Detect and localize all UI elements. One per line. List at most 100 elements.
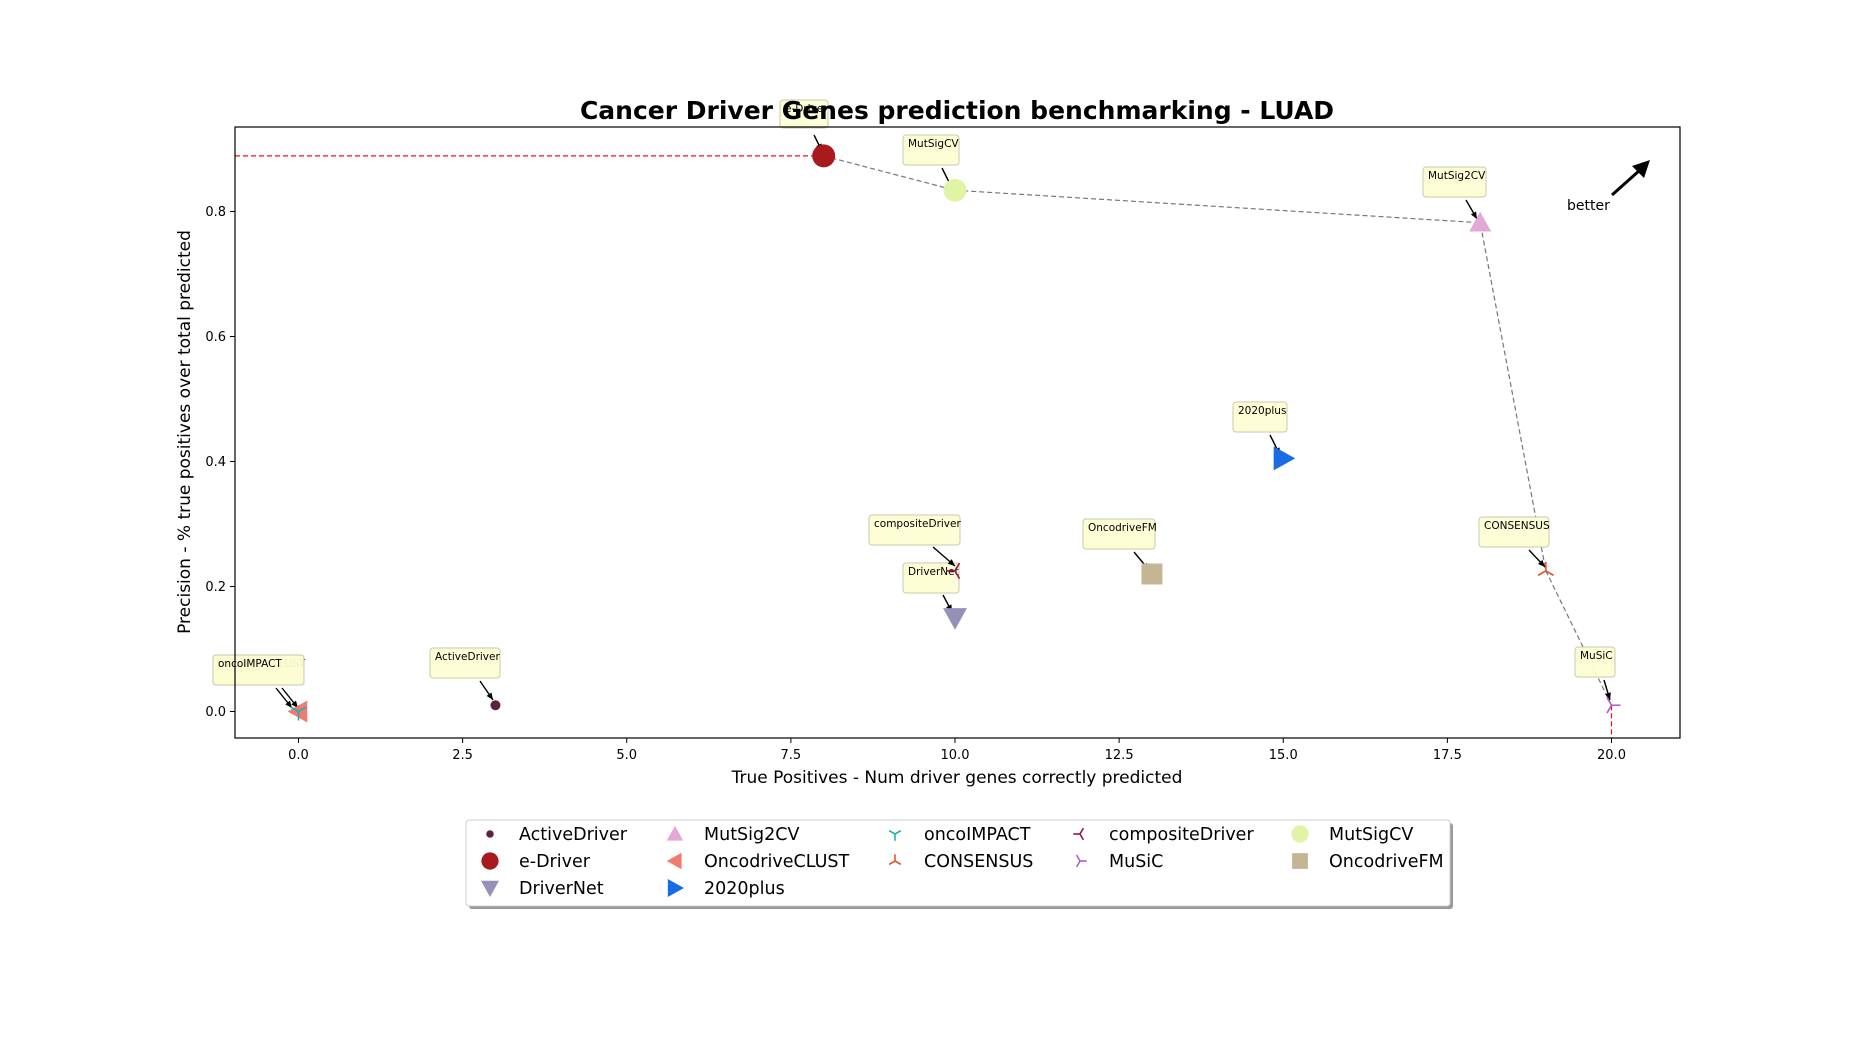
x-tick-label: 17.5: [1433, 748, 1462, 763]
legend-label-compositedriver: compositeDriver: [1109, 825, 1254, 845]
annotation-label-mutsigcv: MutSigCV: [908, 138, 959, 150]
annotation-box-compositedriver: [868, 514, 961, 546]
annotation-arrowhead-oncoimpact: [291, 700, 298, 708]
point-activedriver: [490, 700, 501, 711]
y-tick-label: 0.8: [205, 205, 226, 220]
point-oncodrivefm-shape: [1141, 563, 1163, 585]
y-tick-label: 0.4: [205, 455, 226, 470]
legend-marker-e-driver: [481, 852, 499, 870]
legend-marker-e-driver-shape: [481, 852, 499, 870]
point-e-driver-shape: [812, 144, 836, 168]
annotation-label-activedriver: ActiveDriver: [435, 651, 500, 663]
y-axis-label: Precision - % true positives over total …: [175, 230, 195, 634]
y-tick-label: 0.0: [205, 705, 226, 720]
annotation-label-mutsig2cv: MutSig2CV: [1428, 170, 1486, 182]
legend-marker-oncodriveclust: [666, 852, 682, 870]
legend-label-drivernet: DriverNet: [519, 879, 604, 899]
annotation-label-music: MuSiC: [1580, 650, 1613, 662]
pareto-front-line: [823, 155, 1613, 706]
annotation-label-drivernet: DriverNet: [908, 566, 959, 578]
annotation-box-oncodrivefm: [1082, 518, 1156, 550]
annotation-box-mutsig2cv: [1422, 166, 1487, 198]
better-arrow: [1611, 168, 1641, 197]
annotation-label-compositedriver: compositeDriver: [874, 518, 961, 530]
legend-marker-mutsigcv: [1291, 825, 1309, 843]
better-annotation: better: [1567, 198, 1610, 214]
annotation-label-oncodrivefm: OncodriveFM: [1088, 522, 1157, 534]
annotation-box-oncoimpact: [212, 654, 305, 686]
legend-marker-oncodrivefm-shape: [1292, 853, 1308, 869]
annotation-box-activedriver: [429, 647, 501, 679]
legend-marker-activedriver-shape: [486, 830, 494, 838]
x-tick-label: 20.0: [1597, 748, 1626, 763]
annotation-arrowhead-oncodriveclust: [285, 700, 292, 708]
point-e-driver: [812, 144, 836, 168]
legend-marker-oncoimpact-stroke: [888, 829, 896, 835]
legend-label-mutsig2cv: MutSig2CV: [704, 825, 799, 845]
legend-box: [465, 819, 1451, 907]
annotation-arrowhead-music: [1605, 692, 1611, 700]
point-consensus-stroke: [1537, 570, 1547, 577]
legend-marker-oncoimpact-stroke: [894, 829, 902, 835]
point-consensus-stroke: [1545, 570, 1555, 577]
point-2020plus-shape: [1273, 446, 1296, 471]
point-consensus: [1537, 561, 1555, 577]
annotation-arrowhead-mutsig2cv: [1470, 211, 1477, 219]
point-2020plus: [1273, 446, 1296, 471]
legend-marker-music: [1075, 854, 1087, 868]
plot-frame: [234, 126, 1681, 739]
point-music: [1606, 697, 1621, 714]
x-tick-label: 2.5: [452, 748, 473, 763]
annotation-arrowhead-activedriver: [486, 692, 493, 700]
x-tick-label: 7.5: [781, 748, 802, 763]
legend-marker-consensus: [888, 854, 902, 866]
legend-label-2020plus: 2020plus: [704, 879, 785, 899]
legend-label-e-driver: e-Driver: [519, 852, 591, 872]
legend-marker-2020plus-shape: [667, 879, 684, 897]
legend-marker-music-stroke: [1075, 860, 1081, 868]
legend-label-oncodriveclust: OncodriveCLUST: [704, 852, 849, 872]
legend-marker-compositedriver-stroke: [1079, 827, 1085, 835]
legend-marker-consensus-stroke: [894, 860, 902, 866]
point-mutsig2cv-shape: [1469, 211, 1492, 232]
point-mutsigcv-shape: [943, 178, 967, 202]
point-activedriver-shape: [490, 700, 501, 711]
annotation-label-e-driver: e-Driver: [785, 103, 828, 115]
x-tick-label: 12.5: [1105, 748, 1134, 763]
legend-marker-compositedriver: [1073, 827, 1085, 841]
point-compositedriver: [946, 562, 961, 580]
point-compositedriver-stroke: [954, 570, 961, 580]
annotation-box-music: [1574, 646, 1616, 678]
x-tick-label: 15.0: [1269, 748, 1298, 763]
legend-marker-oncodrivefm: [1292, 853, 1308, 869]
annotation-label-2020plus: 2020plus: [1238, 405, 1286, 417]
better-arrowhead: [1632, 160, 1650, 178]
x-tick-label: 0.0: [288, 748, 309, 763]
annotation-label-oncoimpact: oncoIMPACT: [218, 658, 282, 670]
point-compositedriver-stroke: [954, 562, 961, 572]
point-oncoimpact-stroke: [290, 706, 299, 713]
chart-title: Cancer Driver Genes prediction benchmark…: [580, 96, 1334, 125]
point-oncodrivefm: [1141, 563, 1163, 585]
point-oncoimpact: [290, 706, 307, 721]
annotation-box-consensus: [1478, 516, 1550, 548]
legend-label-mutsigcv: MutSigCV: [1329, 825, 1413, 845]
legend-label-oncoimpact: oncoIMPACT: [924, 825, 1031, 845]
annotation-label-consensus: CONSENSUS: [1484, 520, 1550, 532]
y-tick-label: 0.2: [205, 580, 226, 595]
legend-marker-mutsig2cv-shape: [666, 825, 684, 841]
legend-marker-compositedriver-stroke: [1079, 833, 1085, 841]
annotation-box-2020plus: [1232, 401, 1288, 433]
legend-label-music: MuSiC: [1109, 852, 1163, 872]
legend-marker-oncoimpact: [888, 829, 902, 841]
annotation-arrowhead-compositedriver: [947, 559, 955, 566]
legend-marker-drivernet-shape: [481, 880, 499, 897]
point-mutsig2cv: [1469, 211, 1492, 232]
x-tick-label: 10.0: [941, 748, 970, 763]
legend-marker-consensus-stroke: [888, 860, 896, 866]
legend-marker-2020plus: [667, 879, 684, 897]
y-tick-label: 0.6: [205, 330, 226, 345]
legend-marker-activedriver: [486, 830, 494, 838]
legend-marker-mutsigcv-shape: [1291, 825, 1309, 843]
